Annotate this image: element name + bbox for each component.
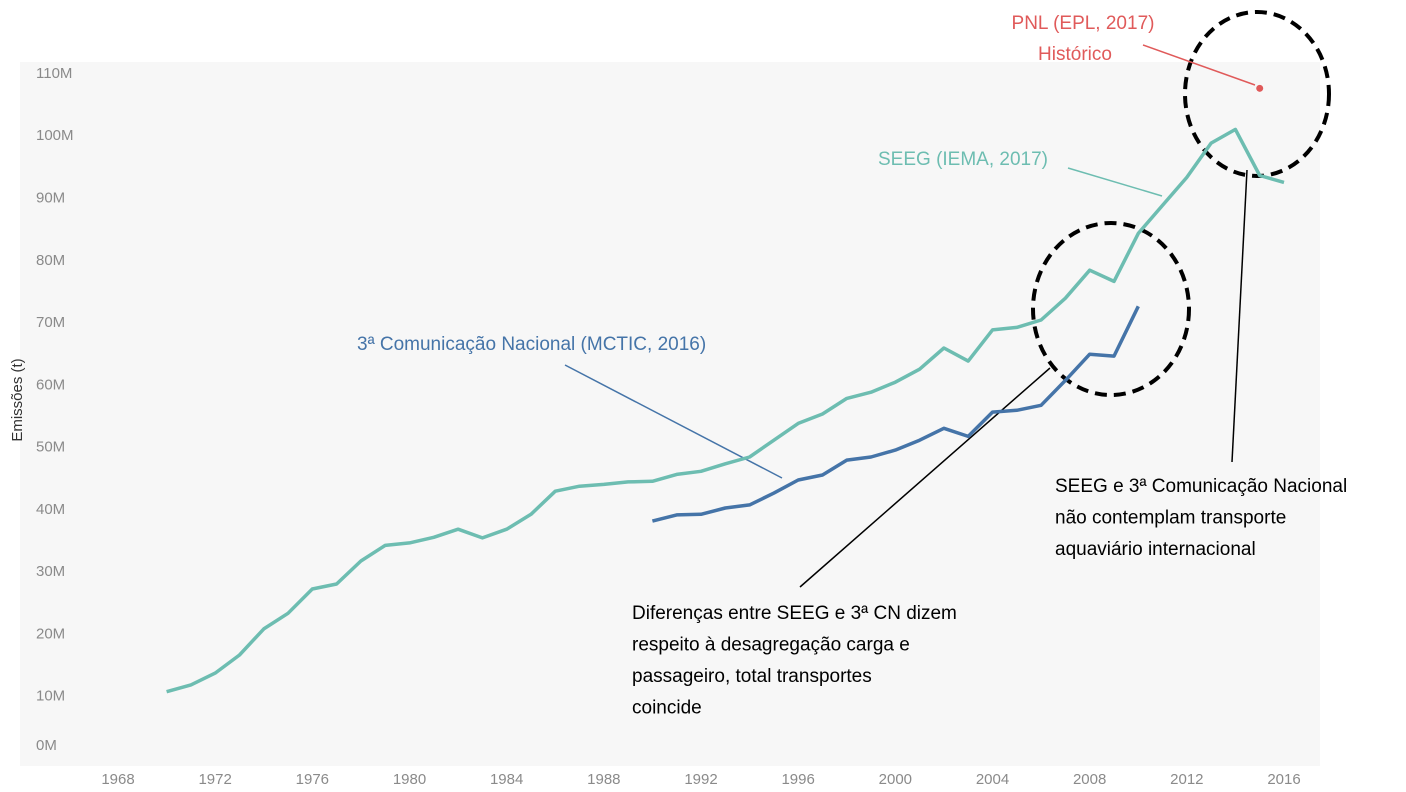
x-tick-label: 1972: [198, 771, 231, 788]
x-tick-label: 1996: [781, 771, 814, 788]
x-tick-label: 2008: [1073, 771, 1106, 788]
series-line: [651, 305, 1140, 523]
y-tick-label: 100M: [36, 127, 74, 144]
leader-line: [799, 367, 1051, 588]
highlight-circle: [1183, 10, 1331, 178]
plot-background: [20, 62, 1320, 766]
series-label: SEEG (IEMA, 2017): [878, 149, 1048, 170]
annotation: aquaviário internacional: [1055, 539, 1256, 560]
x-tick-label: 1992: [684, 771, 717, 788]
annotation: Diferenças entre SEEG e 3ª CN dizem: [632, 603, 957, 624]
series-label: 3ª Comunicação Nacional (MCTIC, 2016): [357, 334, 706, 355]
x-tick-label: 2012: [1170, 771, 1203, 788]
annotation: Histórico: [1038, 44, 1112, 65]
y-tick-label: 80M: [36, 252, 65, 269]
annotation: respeito à desagregação carga e: [632, 635, 910, 656]
x-tick-label: 2016: [1267, 771, 1300, 788]
annotation: passageiro, total transportes: [632, 666, 872, 687]
x-tick-label: 1988: [587, 771, 620, 788]
annotation: não contemplam transporte: [1055, 508, 1286, 529]
highlight-circle: [1031, 221, 1191, 397]
annotation: coincide: [632, 698, 702, 719]
y-tick-label: 30M: [36, 563, 65, 580]
x-tick-label: 2000: [879, 771, 912, 788]
x-tick-label: 2004: [976, 771, 1009, 788]
x-tick-label: 1976: [296, 771, 329, 788]
point: [1256, 84, 1264, 92]
y-tick-label: 110M: [36, 65, 72, 82]
leader-line: [1067, 167, 1163, 197]
leader-line: [1231, 169, 1248, 463]
y-tick-label: 90M: [36, 190, 65, 207]
x-tick-label: 1980: [393, 771, 426, 788]
leader-line: [1142, 44, 1256, 86]
y-tick-label: 0M: [36, 737, 57, 754]
series-label: PNL (EPL, 2017): [1012, 13, 1155, 34]
series-line: [166, 127, 1285, 694]
y-tick-label: 60M: [36, 376, 65, 393]
y-tick-label: 40M: [36, 501, 65, 518]
y-axis-title: Emissões (t): [9, 358, 26, 441]
annotation: SEEG e 3ª Comunicação Nacional: [1055, 476, 1347, 497]
y-tick-label: 50M: [36, 439, 65, 456]
y-tick-label: 70M: [36, 314, 65, 331]
y-tick-label: 10M: [36, 688, 65, 705]
x-tick-label: 1984: [490, 771, 523, 788]
x-tick-label: 1968: [101, 771, 134, 788]
y-tick-label: 20M: [36, 625, 65, 642]
